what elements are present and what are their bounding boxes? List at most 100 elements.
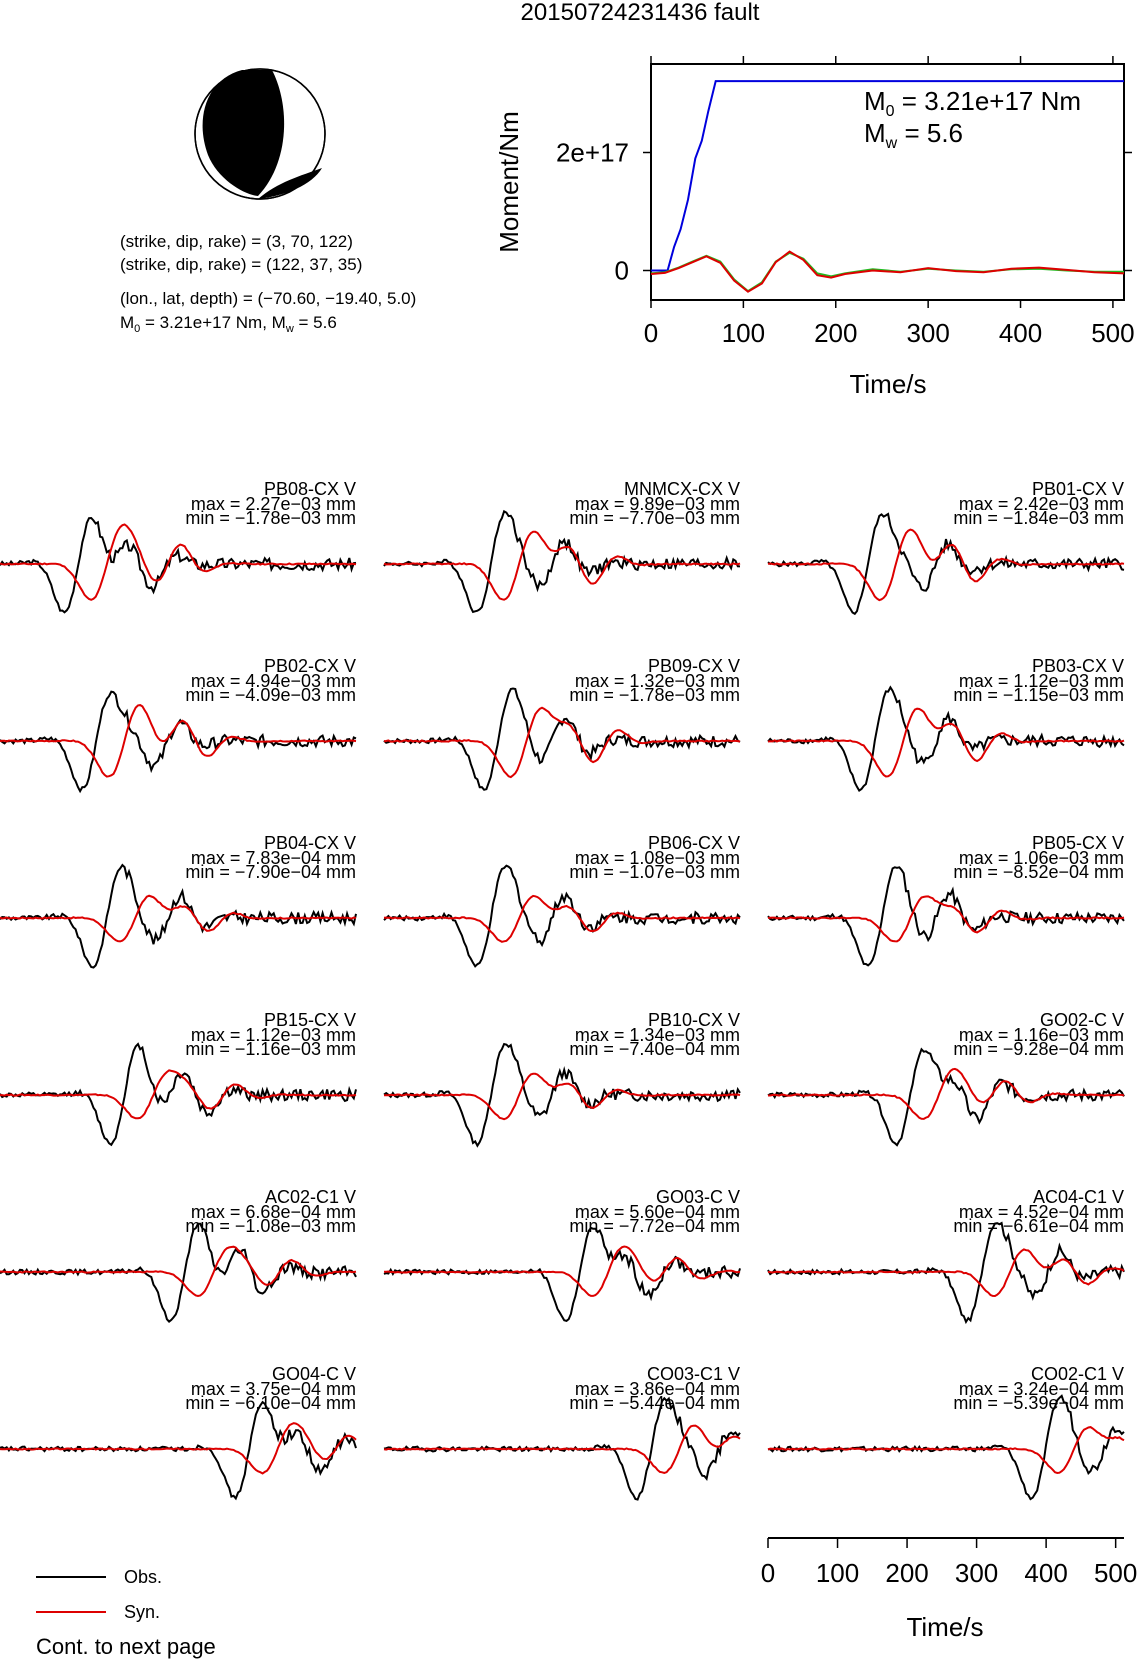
- observed-trace: [0, 1400, 357, 1501]
- stf-y-tick-label: 2e+17: [556, 138, 629, 168]
- station-max: max = 1.06e−03 mm: [959, 848, 1124, 868]
- legend-syn-label: Syn.: [124, 1602, 160, 1622]
- station-name: AC04-C1 V: [1033, 1187, 1124, 1207]
- stf-x-tick-label: 300: [906, 318, 949, 348]
- synthetic-trace: [767, 895, 1125, 943]
- bottom-axis-tick-label: 100: [816, 1558, 859, 1588]
- station-max: max = 1.12e−03 mm: [959, 671, 1124, 691]
- mechanism-location: (lon., lat, depth) = (−70.60, −19.40, 5.…: [120, 289, 416, 308]
- station-min: min = −8.52e−04 mm: [953, 862, 1124, 882]
- station-max: max = 5.60e−04 mm: [575, 1202, 740, 1222]
- station-name: GO04-C V: [272, 1364, 356, 1384]
- synthetic-trace: [0, 1245, 357, 1298]
- synthetic-trace: [0, 1069, 357, 1120]
- synthetic-trace: [0, 523, 357, 601]
- station-max: max = 3.75e−04 mm: [191, 1379, 356, 1399]
- station-max: max = 1.16e−03 mm: [959, 1025, 1124, 1045]
- station-name: PB04-CX V: [264, 833, 356, 853]
- station-max: max = 7.83e−04 mm: [191, 848, 356, 868]
- station-max: max = 1.12e−03 mm: [191, 1025, 356, 1045]
- station-min: min = −7.90e−04 mm: [185, 862, 356, 882]
- station-min: min = −4.09e−03 mm: [185, 685, 356, 705]
- station-max: max = 2.42e−03 mm: [959, 494, 1124, 514]
- station-name: GO03-C V: [656, 1187, 740, 1207]
- observed-trace: [0, 516, 357, 614]
- station-max: max = 1.08e−03 mm: [575, 848, 740, 868]
- synthetic-trace: [0, 1422, 357, 1475]
- station-name: AC02-C1 V: [265, 1187, 356, 1207]
- synthetic-trace: [768, 1067, 1125, 1120]
- station-max: max = 4.94e−03 mm: [191, 671, 356, 691]
- station-name: PB09-CX V: [648, 656, 740, 676]
- mechanism-plane2: (strike, dip, rake) = (122, 37, 35): [120, 255, 362, 274]
- stf-x-tick-label: 500: [1091, 318, 1134, 348]
- station-min: min = −5.39e−04 mm: [953, 1393, 1124, 1413]
- station-name: PB03-CX V: [1032, 656, 1124, 676]
- legend-obs-label: Obs.: [124, 1567, 162, 1587]
- legend: Obs. Syn.: [36, 1567, 162, 1622]
- stf-y-tick-label: 0: [615, 256, 629, 286]
- station-name: MNMCX-CX V: [624, 479, 740, 499]
- station-name: GO02-C V: [1040, 1010, 1124, 1030]
- station-name: PB06-CX V: [648, 833, 740, 853]
- synthetic-trace: [383, 894, 741, 943]
- bottom-axis-tick-label: 200: [885, 1558, 928, 1588]
- figure-title: 20150724231436 fault: [521, 0, 760, 26]
- observed-trace: [383, 864, 741, 968]
- beachball-icon: [194, 68, 326, 200]
- stf-annotation-m0: M0 = 3.21e+17 Nm: [864, 86, 1081, 120]
- station-min: min = −1.16e−03 mm: [185, 1039, 356, 1059]
- synthetic-trace: [0, 894, 357, 943]
- synthetic-trace: [384, 1072, 741, 1121]
- station-min: min = −6.10e−04 mm: [185, 1393, 356, 1413]
- synthetic-trace: [767, 528, 1125, 602]
- stf-x-tick-label: 0: [644, 318, 658, 348]
- station-max: max = 6.68e−04 mm: [191, 1202, 356, 1222]
- synthetic-trace: [383, 1424, 741, 1475]
- stf-annotation-mw: Mw = 5.6: [864, 118, 963, 152]
- observed-trace: [767, 685, 1125, 793]
- stf-x-tick-label: 200: [814, 318, 857, 348]
- observed-trace: [767, 512, 1125, 616]
- station-min: min = −1.78e−03 mm: [569, 685, 740, 705]
- synthetic-trace: [0, 704, 357, 778]
- station-min: min = −1.78e−03 mm: [185, 508, 356, 528]
- station-min: min = −7.72e−04 mm: [569, 1216, 740, 1236]
- synthetic-trace: [767, 707, 1125, 778]
- stf-plot-frame: [650, 63, 1125, 301]
- continuation-note: Cont. to next page: [36, 1634, 216, 1659]
- bottom-axis-tick-label: 300: [955, 1558, 998, 1588]
- station-max: max = 3.86e−04 mm: [575, 1379, 740, 1399]
- observed-trace: [383, 509, 741, 614]
- station-max: max = 1.32e−03 mm: [575, 671, 740, 691]
- station-name: PB05-CX V: [1032, 833, 1124, 853]
- stf-series-line-2: [650, 250, 1125, 293]
- station-name: PB10-CX V: [648, 1010, 740, 1030]
- station-min: min = −6.61e−04 mm: [953, 1216, 1124, 1236]
- observed-trace: [0, 1222, 357, 1323]
- station-min: min = −1.07e−03 mm: [569, 862, 740, 882]
- station-max: max = 9.89e−03 mm: [575, 494, 740, 514]
- bottom-axis-tick-label: 0: [761, 1558, 775, 1588]
- station-min: min = −1.15e−03 mm: [953, 685, 1124, 705]
- synthetic-trace: [767, 1248, 1125, 1298]
- waveform-x-label: Time/s: [906, 1612, 983, 1642]
- station-min: min = −1.08e−03 mm: [185, 1216, 356, 1236]
- station-name: CO03-C1 V: [647, 1364, 740, 1384]
- station-min: min = −5.44e−04 mm: [569, 1393, 740, 1413]
- synthetic-trace: [383, 706, 741, 779]
- stf-y-label: Moment/Nm: [494, 111, 524, 253]
- station-max: max = 4.52e−04 mm: [959, 1202, 1124, 1222]
